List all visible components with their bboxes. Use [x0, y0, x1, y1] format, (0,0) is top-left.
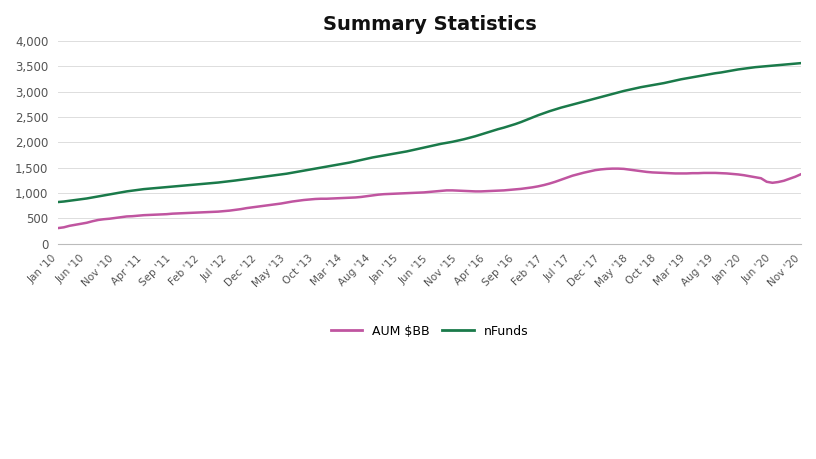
Legend: AUM $BB, nFunds: AUM $BB, nFunds	[326, 319, 533, 342]
Title: Summary Statistics: Summary Statistics	[322, 15, 536, 34]
